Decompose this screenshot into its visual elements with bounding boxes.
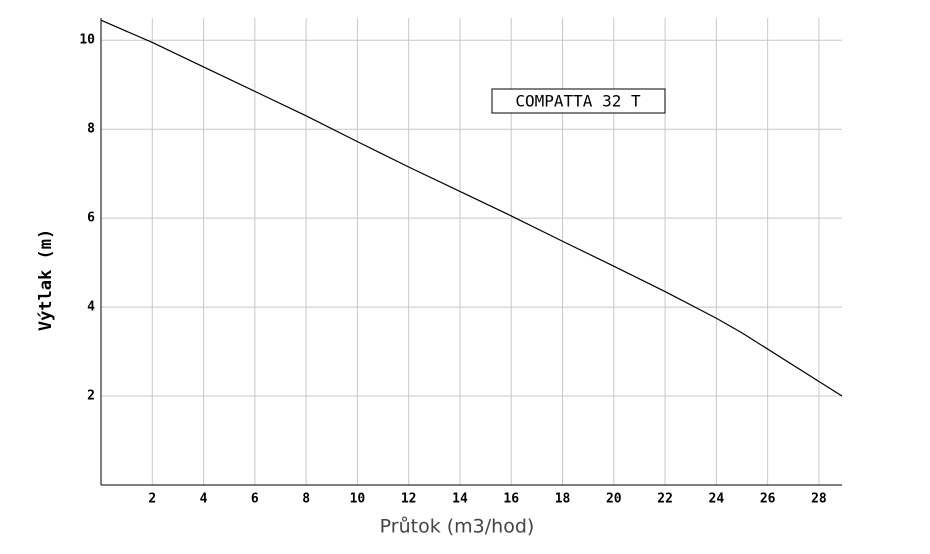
plot — [100, 19, 843, 397]
y-axis-label: Výtlak (m) — [36, 229, 56, 331]
x-tick-label: 16 — [503, 492, 519, 507]
x-tick-label: 24 — [709, 492, 725, 507]
y-tick-label: 4 — [87, 300, 95, 315]
x-tick-label: 20 — [606, 492, 622, 507]
x-tick-label: 2 — [148, 492, 156, 507]
x-tick-label: 28 — [811, 492, 827, 507]
y-tick-label: 8 — [87, 122, 95, 137]
y-tick-label: 2 — [87, 389, 95, 404]
grid — [101, 18, 842, 485]
x-tick-label: 12 — [401, 492, 417, 507]
x-tick-label: 26 — [760, 492, 776, 507]
x-tick-label: 14 — [452, 492, 468, 507]
x-tick-label: 8 — [302, 492, 310, 507]
annotation: COMPATTA 32 T — [515, 92, 641, 111]
data-line — [100, 19, 843, 397]
x-tick-label: 22 — [657, 492, 673, 507]
x-axis-label: Průtok (m3/hod) — [380, 516, 535, 538]
y-tick-label: 10 — [79, 33, 95, 48]
annotation-box — [491, 88, 666, 114]
x-tick-label: 6 — [251, 492, 259, 507]
x-tick-label: 10 — [350, 492, 366, 507]
x-tick-label: 4 — [200, 492, 208, 507]
y-tick-label: 6 — [87, 211, 95, 226]
x-tick-label: 18 — [555, 492, 571, 507]
